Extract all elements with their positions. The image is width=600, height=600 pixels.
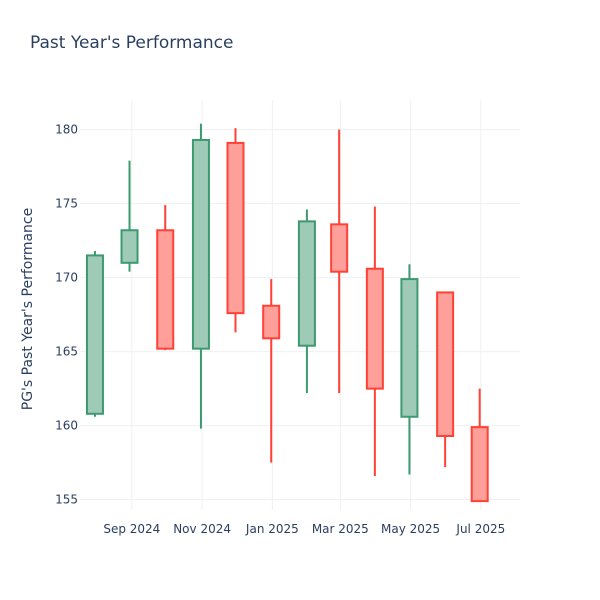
candle-increasing [85,250,104,417]
candle-increasing [120,160,139,272]
candle-decreasing [330,129,349,394]
candle-increasing [400,264,419,475]
candle-body [436,291,455,437]
candle-body [297,220,316,347]
candle-body [470,426,489,503]
y-tick-label: 165 [55,345,78,359]
candle-body [191,138,210,350]
y-axis-ticks: 155 160 165 170 175 180 [55,123,78,507]
y-tick-label: 175 [55,197,78,211]
candle-decreasing [470,388,489,503]
y-tick-label: 170 [55,271,78,285]
y-tick-label: 160 [55,419,78,433]
candle-body [400,278,419,418]
candle-decreasing [436,291,455,468]
x-tick-label: Mar 2025 [312,522,369,536]
x-tick-label: Jan 2025 [245,522,299,536]
candle-body [330,223,349,273]
candle-decreasing [365,206,384,476]
candle-increasing [191,123,210,429]
candle-body [262,304,281,340]
candle-decreasing [226,128,245,333]
candles [85,123,489,503]
x-tick-label: Jul 2025 [455,522,505,536]
candle-body [226,141,245,315]
x-tick-label: May 2025 [381,522,440,536]
x-axis-ticks: Sep 2024 Nov 2024 Jan 2025 Mar 2025 May 2025… [103,522,505,536]
y-tick-label: 180 [55,123,78,137]
candle-body [156,229,175,350]
candle-body [365,267,384,390]
candle-decreasing [156,205,175,351]
chart-title: Past Year's Performance [30,33,234,53]
candle-body [85,254,104,415]
candle-increasing [297,209,316,394]
x-tick-label: Nov 2024 [173,522,231,536]
x-tick-label: Sep 2024 [103,522,160,536]
candle-body [120,229,139,264]
y-tick-label: 155 [55,493,78,507]
y-axis-title: PG's Past Year's Performance [20,208,36,410]
candle-decreasing [262,279,281,463]
